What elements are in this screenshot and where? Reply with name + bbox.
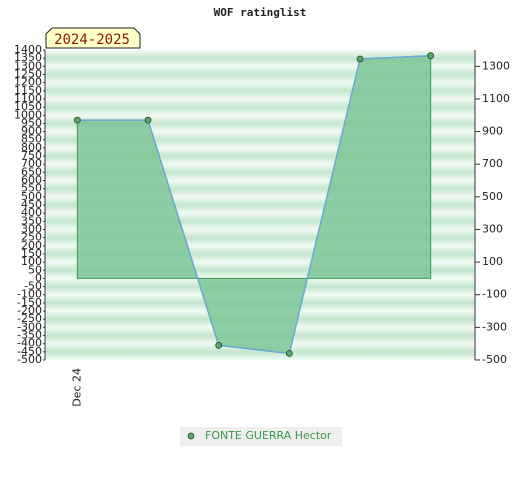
y2-tick-label: 1100 — [482, 92, 510, 105]
y-tick-label: 0 — [35, 271, 42, 284]
y-tick-label: 800 — [21, 141, 42, 154]
series-line — [77, 54, 431, 355]
y2-tick-label: 500 — [482, 190, 503, 203]
y-tick-label: 750 — [21, 149, 42, 162]
y-tick-label: 850 — [21, 133, 42, 146]
y2-tick-label: 100 — [482, 255, 503, 268]
y-tick-label: 900 — [21, 125, 42, 138]
annotation-box — [45, 27, 141, 49]
y2-tick-label: -500 — [482, 353, 507, 366]
y-tick-label: 300 — [21, 222, 42, 235]
point — [73, 116, 81, 124]
chart-title: WOF ratinglist — [214, 6, 307, 19]
y-tick-label: -200 — [17, 304, 42, 317]
point — [356, 55, 364, 63]
y-tick-label: -450 — [17, 345, 42, 358]
y-tick-label: 1200 — [14, 76, 42, 89]
y2-tick-label: -300 — [482, 320, 507, 333]
y-tick-label: 700 — [21, 157, 42, 170]
y-tick-label: 1350 — [14, 51, 42, 64]
y-tick-label: 450 — [21, 198, 42, 211]
y-tick-label: -500 — [17, 353, 42, 366]
y2-tick-label: 300 — [482, 222, 503, 235]
y-tick-label: -350 — [17, 329, 42, 342]
y-tick-label: 1050 — [14, 100, 42, 113]
y-tick-label: 100 — [21, 255, 42, 268]
y-tick-label: 200 — [21, 239, 42, 252]
y-tick-label: 650 — [21, 165, 42, 178]
annotation: 2024-2025 — [54, 32, 130, 48]
y-tick-label: 1100 — [14, 92, 42, 105]
y-tick-label: 600 — [21, 174, 42, 187]
y-tick-label: 550 — [21, 182, 42, 195]
point — [285, 350, 293, 357]
y-tick-label: -100 — [17, 288, 42, 301]
y-tick-label: -400 — [17, 337, 42, 350]
y-tick-label: 350 — [21, 214, 42, 227]
point — [427, 52, 435, 60]
y-tick-label: 1400 — [14, 43, 42, 56]
legend-marker — [187, 432, 195, 440]
y-tick-label: 150 — [21, 247, 42, 260]
y-tick-label: 500 — [21, 190, 42, 203]
y-tick-label: 50 — [28, 263, 42, 276]
y-tick-label: 1250 — [14, 67, 42, 80]
y-tick-label: -250 — [17, 312, 42, 325]
y-tick-label: -150 — [17, 296, 42, 309]
y-tick-label: -50 — [24, 280, 42, 293]
y2-tick-label: 900 — [482, 125, 503, 138]
x-tick-label: Dec 24 — [70, 368, 83, 407]
legend — [180, 427, 342, 446]
legend-label: FONTE GUERRA Hector — [205, 429, 332, 442]
y-tick-label: 250 — [21, 231, 42, 244]
y2-tick-label: -100 — [482, 288, 507, 301]
point — [215, 341, 223, 349]
y-tick-label: 1000 — [14, 108, 42, 121]
y-tick-label: 950 — [21, 116, 42, 129]
y2-tick-label: 700 — [482, 157, 503, 170]
y-tick-label: 1300 — [14, 59, 42, 72]
y-tick-label: -300 — [17, 320, 42, 333]
y-tick-label: 400 — [21, 206, 42, 219]
y-tick-label: 1150 — [14, 84, 42, 97]
y2-tick-label: 1300 — [482, 59, 510, 72]
point — [144, 116, 152, 124]
